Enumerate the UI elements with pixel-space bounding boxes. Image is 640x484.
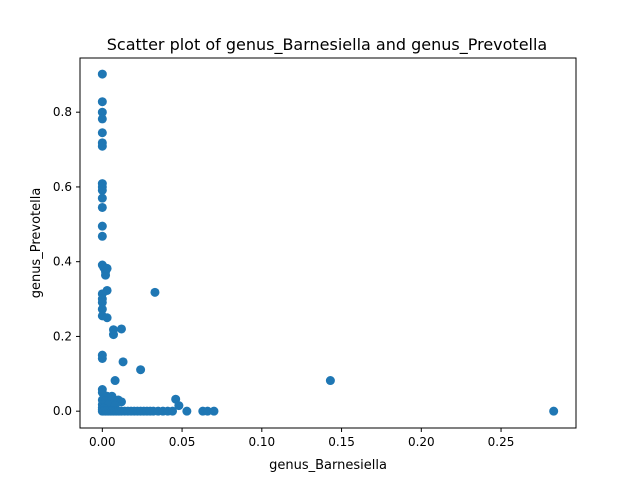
data-point bbox=[97, 202, 107, 212]
data-point bbox=[97, 128, 107, 138]
data-point bbox=[97, 231, 107, 241]
y-tick-label: 0.4 bbox=[53, 255, 72, 269]
data-point bbox=[182, 406, 192, 416]
axes-frame bbox=[79, 57, 577, 429]
y-axis-label: genus_Prevotella bbox=[29, 188, 44, 299]
data-point bbox=[97, 297, 107, 307]
data-point bbox=[102, 263, 112, 273]
x-tick-label: 0.00 bbox=[89, 435, 116, 449]
y-tick-label: 0.8 bbox=[53, 105, 72, 119]
data-point bbox=[97, 141, 107, 151]
data-point bbox=[97, 114, 107, 124]
data-point bbox=[209, 406, 219, 416]
y-tick-label: 0.2 bbox=[53, 329, 72, 343]
data-point bbox=[110, 376, 120, 386]
data-point bbox=[97, 97, 107, 107]
x-tick-label: 0.10 bbox=[248, 435, 275, 449]
x-tick-label: 0.20 bbox=[408, 435, 435, 449]
data-point bbox=[97, 353, 107, 363]
x-tick-label: 0.05 bbox=[169, 435, 196, 449]
data-point bbox=[168, 406, 177, 416]
y-tick-label: 0.0 bbox=[53, 404, 72, 418]
x-tick-label: 0.25 bbox=[488, 435, 515, 449]
data-point bbox=[174, 401, 184, 411]
data-point bbox=[97, 185, 107, 195]
data-point bbox=[101, 270, 111, 280]
data-point bbox=[549, 406, 559, 416]
data-point bbox=[102, 313, 112, 323]
data-point bbox=[116, 324, 126, 334]
data-point bbox=[97, 193, 107, 203]
data-point bbox=[118, 357, 128, 367]
data-point bbox=[108, 330, 118, 340]
data-point bbox=[136, 365, 146, 375]
y-tick-label: 0.6 bbox=[53, 180, 72, 194]
x-axis-label: genus_Barnesiella bbox=[269, 458, 387, 473]
data-point bbox=[97, 107, 107, 117]
data-point bbox=[150, 287, 160, 297]
points-layer bbox=[97, 69, 559, 416]
data-point bbox=[203, 406, 213, 416]
y-axis: 0.0 0.2 0.4 0.6 0.8 bbox=[53, 105, 80, 418]
x-tick-label: 0.15 bbox=[328, 435, 355, 449]
data-point bbox=[325, 376, 335, 386]
x-axis: 0.00 0.05 0.10 0.15 0.20 0.25 bbox=[89, 428, 514, 449]
data-point bbox=[97, 304, 107, 314]
data-point bbox=[97, 69, 107, 79]
data-point bbox=[97, 221, 107, 231]
chart-title: Scatter plot of genus_Barnesiella and ge… bbox=[107, 35, 547, 55]
